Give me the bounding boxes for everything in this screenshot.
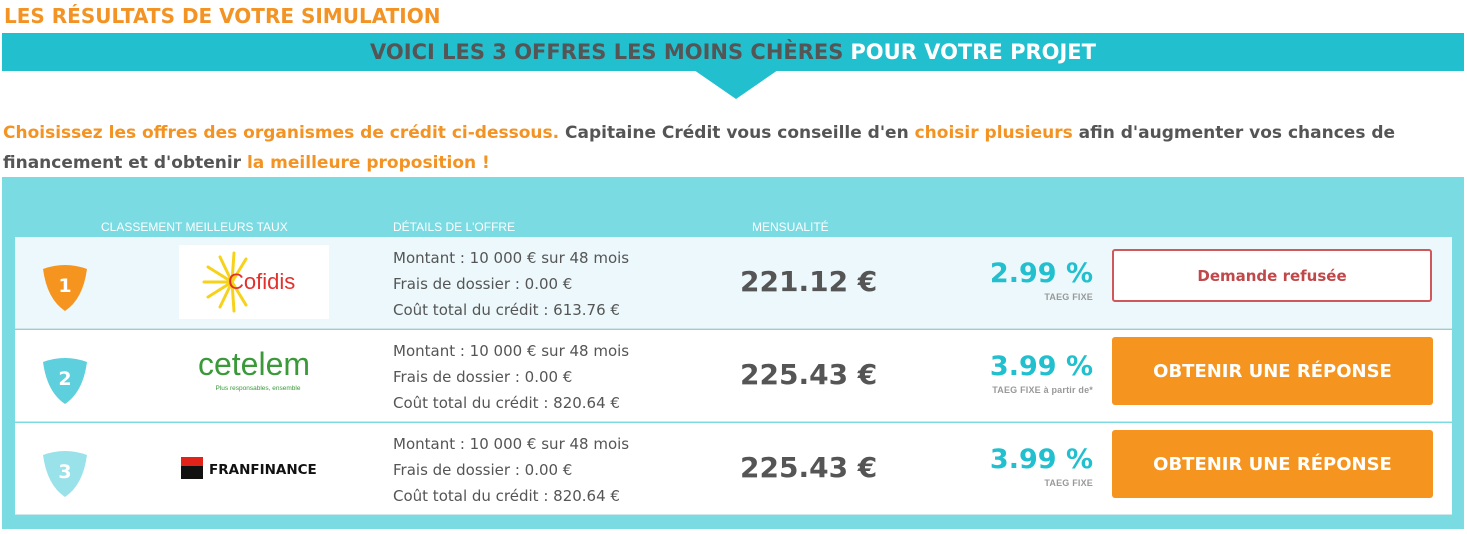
offer-details: Montant : 10 000 € sur 48 mois Frais de …: [393, 245, 629, 323]
rate-label: TAEG FIXE: [1044, 292, 1093, 302]
offer-amount: Montant : 10 000 € sur 48 mois: [393, 249, 630, 267]
column-header-details: DÉTAILS DE L'OFFRE: [393, 220, 516, 234]
intro-text-2: afin d'augmenter vos chances de financem…: [3, 123, 1396, 173]
column-header-monthly: MENSUALITÉ: [752, 220, 829, 234]
offer-total-cost: Coût total du crédit : 820.64 €: [393, 394, 620, 412]
offer-fees: Frais de dossier : 0.00 €: [393, 461, 573, 479]
banner-text-dark: VOICI LES 3 OFFRES LES MOINS CHÈRES: [370, 40, 844, 64]
banner-arrow: [694, 70, 778, 99]
column-header-ranking: CLASSEMENT MEILLEURS TAUX: [101, 220, 288, 234]
monthly-payment: 225.43 €: [740, 451, 878, 484]
rate-label: TAEG FIXE à partir de*: [992, 385, 1093, 395]
cetelem-logo: cetelem Plus responsables, ensemble: [179, 338, 329, 412]
rank-number: 1: [58, 275, 72, 297]
intro-text: Choisissez les offres des organismes de …: [3, 118, 1443, 178]
rate-value: 2.99 %: [989, 258, 1093, 289]
cetelem-wordmark: cetelem: [198, 346, 310, 382]
cetelem-tagline: Plus responsables, ensemble: [216, 385, 301, 392]
intro-highlight-3: la meilleure proposition !: [246, 153, 490, 173]
offer-row: 3 FRANFINANCE Montant : 10 000 € sur 48 …: [15, 423, 1452, 515]
monthly-payment: 225.43 €: [740, 358, 878, 391]
intro-highlight-2: choisir plusieurs: [914, 123, 1073, 143]
rank-number: 2: [58, 368, 72, 390]
monthly-payment: 221.12 €: [740, 265, 878, 298]
rank-badge: 2: [39, 354, 91, 406]
rank-number: 3: [58, 461, 72, 483]
rate-block: 3.99 % TAEG FIXE à partir de*: [990, 350, 1093, 395]
offer-row: 2 cetelem Plus responsables, ensemble Mo…: [15, 330, 1452, 422]
offer-total-cost: Coût total du crédit : 613.76 €: [393, 301, 620, 319]
offer-row: 1 Cofidis Montant : 10 000 € sur 48 mois…: [15, 237, 1452, 329]
rate-value: 3.99 %: [989, 351, 1093, 382]
offer-fees: Frais de dossier : 0.00 €: [393, 368, 573, 386]
offers-banner: VOICI LES 3 OFFRES LES MOINS CHÈRES POUR…: [2, 33, 1464, 71]
rank-badge: 3: [39, 447, 91, 499]
offer-amount: Montant : 10 000 € sur 48 mois: [393, 435, 630, 453]
cofidis-logo: Cofidis: [179, 245, 329, 319]
offer-amount: Montant : 10 000 € sur 48 mois: [393, 342, 630, 360]
intro-text-1: Capitaine Crédit vous conseille d'en: [559, 123, 915, 143]
refused-status-button[interactable]: Demande refusée: [1112, 249, 1432, 302]
cofidis-wordmark: Cofidis: [228, 269, 295, 294]
get-answer-button[interactable]: OBTENIR UNE RÉPONSE: [1112, 337, 1433, 405]
get-answer-button[interactable]: OBTENIR UNE RÉPONSE: [1112, 430, 1433, 498]
franfinance-wordmark: FRANFINANCE: [209, 462, 317, 478]
rate-block: 3.99 % TAEG FIXE: [990, 443, 1093, 488]
page-title: LES RÉSULTATS DE VOTRE SIMULATION: [4, 4, 441, 28]
offer-fees: Frais de dossier : 0.00 €: [393, 275, 573, 293]
rank-badge: 1: [39, 261, 91, 313]
rate-block: 2.99 % TAEG FIXE: [990, 257, 1093, 302]
franfinance-logo: FRANFINANCE: [179, 431, 329, 505]
offer-total-cost: Coût total du crédit : 820.64 €: [393, 487, 620, 505]
rate-value: 3.99 %: [989, 444, 1093, 475]
offer-details: Montant : 10 000 € sur 48 mois Frais de …: [393, 338, 629, 416]
banner-text-light: POUR VOTRE PROJET: [850, 40, 1096, 64]
rate-label: TAEG FIXE: [1044, 478, 1093, 488]
intro-highlight-1: Choisissez les offres des organismes de …: [3, 123, 560, 143]
offer-details: Montant : 10 000 € sur 48 mois Frais de …: [393, 431, 629, 509]
